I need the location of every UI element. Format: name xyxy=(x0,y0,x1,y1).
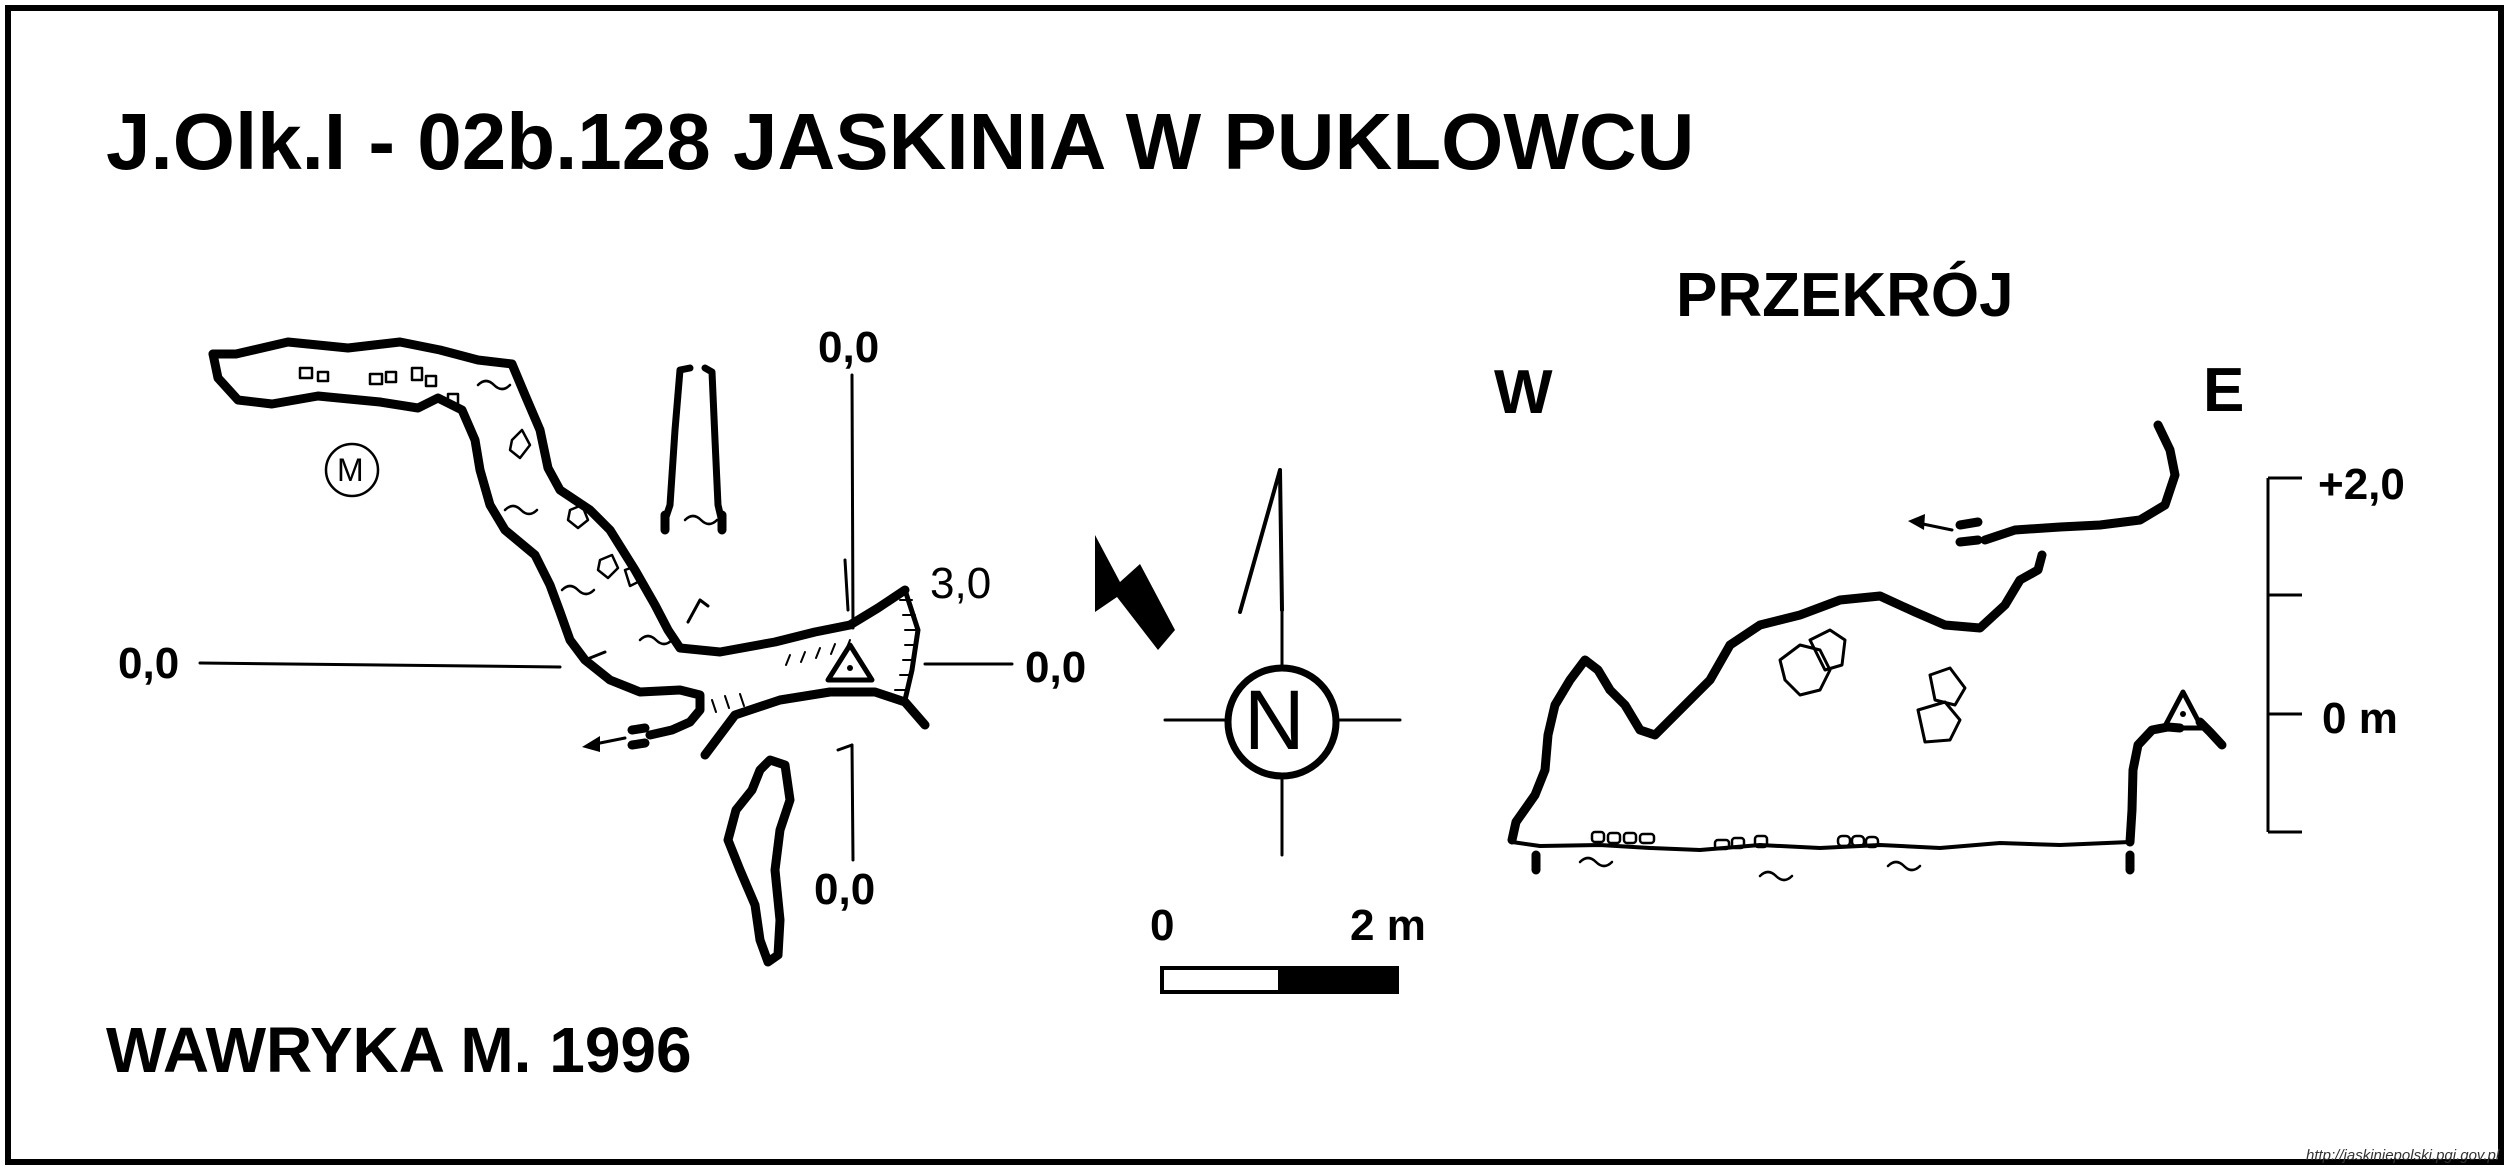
cave-plan xyxy=(198,337,1014,967)
scale-bar-end-label: 2 m xyxy=(1350,901,1426,950)
plan-axis-gap-mark xyxy=(583,650,607,662)
section-entrance-dashes xyxy=(1955,517,1983,547)
compass-ring xyxy=(1224,664,1340,780)
plan-chamber-east xyxy=(902,587,921,713)
section-boulders xyxy=(1778,628,1967,744)
elevation-scale-ticks xyxy=(2268,476,2302,834)
plan-label-bottom: 0,0 xyxy=(814,865,876,914)
credit-url: http://jaskiniepolski.pgi.gov.pl xyxy=(2306,1147,2500,1164)
section-floor-ends xyxy=(1531,850,2135,875)
scale-bar-black xyxy=(1278,966,1399,994)
plan-entrance-arrowhead xyxy=(582,736,600,752)
plan-chimney xyxy=(661,364,726,526)
cross-section-heading: PRZEKRÓJ xyxy=(1676,261,2014,330)
plan-label-right: 0,0 xyxy=(1025,643,1087,692)
scale-bar-white xyxy=(1160,966,1282,994)
elevation-scale xyxy=(2266,476,2302,834)
plan-wall-south-east xyxy=(700,687,930,760)
plan-label-depth: 3,0 xyxy=(930,559,992,608)
plan-label-top: 0,0 xyxy=(818,323,880,372)
compass-needle xyxy=(1238,468,1284,614)
section-floor xyxy=(1510,840,2132,852)
plan-entrance-marks xyxy=(627,723,650,750)
plan-ledge-hatch xyxy=(711,599,918,713)
plan-label-left: 0,0 xyxy=(118,639,180,688)
compass xyxy=(1095,468,1402,857)
section-floor-rubble xyxy=(1590,830,1880,851)
plan-wall-south xyxy=(208,349,705,740)
north-letter: N xyxy=(1244,673,1305,767)
plan-axis-vertical-top xyxy=(850,373,855,630)
plan-axis-horizontal-left xyxy=(198,661,562,669)
plan-axis-tick xyxy=(843,558,850,612)
section-sediment-marks xyxy=(1578,856,1922,882)
section-survey-station xyxy=(2161,689,2205,731)
direction-arrow xyxy=(1095,535,1175,650)
map-author: WAWRYKA M. 1996 xyxy=(106,1014,692,1086)
section-entrance-arrowhead xyxy=(1908,514,1925,530)
scale-bar xyxy=(1160,966,1399,994)
map-title: J.Olk.I - 02b.128 JASKINIA W PUKLOWCU xyxy=(106,97,1695,186)
plan-rubble xyxy=(298,366,644,588)
section-upper-passage xyxy=(1980,420,2180,545)
plan-arrow-north xyxy=(686,598,710,624)
plan-wall-north xyxy=(208,337,910,657)
plan-survey-station xyxy=(825,642,875,683)
plan-marker-circle xyxy=(324,442,380,498)
plan-axis-vertical-bottom xyxy=(850,743,855,862)
sheet-frame xyxy=(5,5,2504,1165)
plan-branch-south xyxy=(723,755,795,967)
east-label: E xyxy=(2203,356,2245,425)
plan-chimney-base xyxy=(660,510,727,535)
plan-arrow-south xyxy=(836,743,854,752)
west-label: W xyxy=(1494,358,1553,427)
elevation-zero-label: 0 m xyxy=(2322,694,2398,743)
cave-cross-section xyxy=(1507,420,2227,882)
plan-marker-symbol: M xyxy=(337,452,364,488)
section-east-wall xyxy=(2125,722,2185,847)
scale-bar-start-label: 0 xyxy=(1150,901,1175,950)
plan-sediment-marks xyxy=(476,379,719,646)
section-roof xyxy=(1507,550,2047,845)
elevation-top-label: +2,0 xyxy=(2318,460,2405,509)
